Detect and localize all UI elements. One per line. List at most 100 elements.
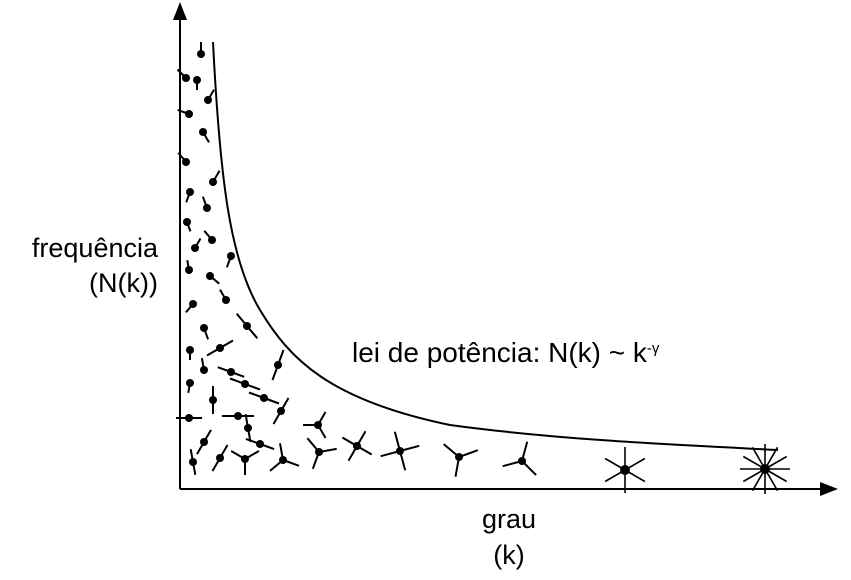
y-axis-label-line2: (N(k))	[89, 268, 158, 298]
network-node	[225, 252, 235, 268]
network-node	[185, 300, 197, 314]
network-node	[185, 260, 193, 274]
network-node	[197, 42, 205, 58]
network-node	[199, 128, 210, 143]
network-node	[201, 196, 211, 212]
node-dot	[274, 361, 282, 369]
y-axis-arrow-icon	[173, 2, 187, 20]
network-node	[209, 170, 221, 186]
node-dot	[185, 266, 193, 274]
node-dot	[353, 442, 361, 450]
network-node	[245, 437, 275, 451]
node-dot	[760, 464, 770, 474]
node-dot	[315, 448, 323, 456]
node-dot	[314, 421, 322, 429]
network-node	[219, 289, 230, 304]
network-node	[204, 89, 215, 104]
node-dot	[200, 324, 208, 332]
node-dot	[186, 379, 194, 387]
node-dot	[216, 454, 224, 462]
power-law-curve	[212, 41, 779, 451]
network-node	[235, 313, 259, 339]
network-node	[189, 449, 197, 475]
network-node	[177, 152, 190, 166]
node-dot	[193, 76, 201, 84]
node-dot	[203, 204, 211, 212]
network-node	[380, 431, 420, 471]
power-law-annotation: lei de potência: N(k) ~ k-γ	[352, 336, 659, 370]
node-dot	[455, 453, 463, 461]
network-node	[341, 430, 373, 462]
network-node	[196, 429, 212, 455]
node-dot	[186, 346, 194, 354]
node-dot	[183, 218, 191, 226]
network-node	[269, 443, 300, 472]
node-dot	[206, 272, 214, 280]
node-dot	[208, 236, 216, 244]
network-node	[229, 377, 261, 391]
node-dot	[234, 412, 242, 420]
node-dot	[185, 414, 193, 422]
network-node	[209, 386, 217, 414]
network-node	[306, 437, 337, 470]
node-dot	[189, 300, 197, 308]
node-dot	[241, 380, 249, 388]
node-dot	[256, 440, 264, 448]
node-dot	[396, 447, 404, 455]
network-nodes	[176, 42, 790, 494]
network-node	[230, 450, 260, 475]
node-dot	[518, 457, 526, 465]
network-node	[206, 272, 220, 285]
network-node	[248, 391, 280, 405]
node-dot	[189, 458, 197, 466]
network-node	[183, 218, 192, 232]
node-dot	[191, 244, 199, 252]
node-dot	[185, 110, 193, 118]
x-axis-label-line1: grau	[481, 504, 537, 534]
network-node	[217, 366, 245, 378]
power-law-text: lei de potência: N(k) ~ k	[352, 337, 647, 368]
network-node	[186, 379, 194, 393]
node-dot	[241, 455, 249, 463]
node-dot	[197, 50, 205, 58]
node-dot	[182, 74, 190, 82]
network-node	[203, 230, 216, 244]
network-node	[303, 411, 327, 439]
node-dot	[199, 128, 207, 136]
network-node	[200, 358, 208, 374]
network-node	[502, 441, 537, 476]
network-node	[186, 346, 194, 360]
node-dot	[200, 366, 208, 374]
network-node	[193, 76, 201, 90]
network-node	[177, 108, 193, 118]
network-node	[604, 447, 646, 493]
network-node	[176, 68, 190, 82]
node-dot	[227, 368, 235, 376]
network-node	[185, 188, 194, 203]
node-dot	[204, 96, 212, 104]
node-dot	[216, 344, 224, 352]
node-dot	[209, 178, 217, 186]
network-node	[191, 237, 202, 252]
node-dot	[182, 158, 190, 166]
node-dot	[227, 252, 235, 260]
node-dot	[260, 394, 268, 402]
node-dot	[186, 188, 194, 196]
node-dot	[279, 456, 287, 464]
node-dot	[200, 438, 208, 446]
network-node	[200, 324, 210, 340]
node-dot	[244, 424, 252, 432]
node-dot	[243, 322, 251, 330]
network-node	[176, 414, 202, 422]
network-node	[271, 349, 285, 381]
network-node	[272, 397, 290, 425]
network-node	[443, 443, 479, 477]
y-axis-label-line1: frequência	[31, 233, 158, 263]
x-axis-label-line2: (k)	[493, 540, 525, 570]
power-law-exponent: -γ	[646, 340, 660, 357]
network-node	[222, 412, 254, 420]
network-node	[211, 444, 229, 472]
node-dot	[209, 396, 217, 404]
network-node	[206, 339, 234, 357]
